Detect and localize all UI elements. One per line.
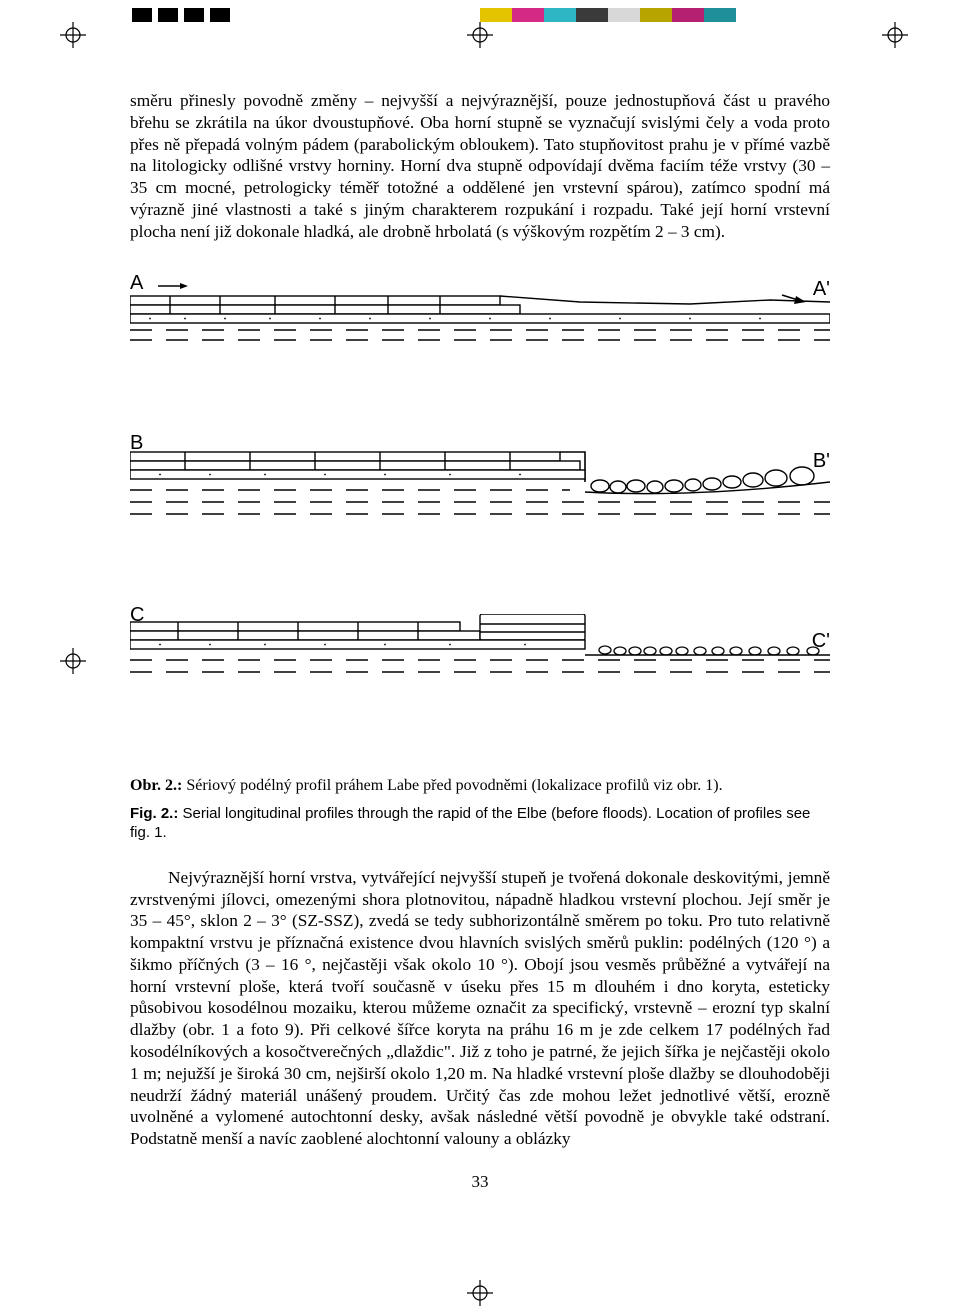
swatch [640, 8, 672, 22]
body-paragraph-2: Nejvýraznější horní vrstva, vytvářející … [130, 867, 830, 1150]
profile-c: C C' [130, 614, 830, 691]
swatch [576, 8, 608, 22]
profile-label-a: A [130, 272, 143, 295]
color-control-bar [480, 8, 736, 22]
profile-label-c: C [130, 604, 144, 627]
profile-label-b: B [130, 432, 143, 455]
registration-mark-icon [467, 22, 493, 48]
profile-label-c-prime: C' [812, 630, 830, 653]
figure-caption-cs-text: Sériový podélný profil práhem Labe před … [182, 777, 722, 794]
page-number: 33 [130, 1172, 830, 1192]
swatch [544, 8, 576, 22]
profile-c-svg [130, 614, 830, 686]
swatch [512, 8, 544, 22]
registration-mark-icon [60, 22, 86, 48]
registration-mark-icon [882, 22, 908, 48]
figure-caption-en: Fig. 2.: Serial longitudinal profiles th… [130, 805, 830, 843]
black-step-wedge [132, 8, 236, 22]
body-paragraph-1: směru přinesly povodně změny – nejvyšší … [130, 90, 830, 242]
profile-a: A A' [130, 282, 830, 357]
figure-caption-en-bold: Fig. 2.: [130, 805, 178, 822]
page-content: směru přinesly povodně změny – nejvyšší … [130, 90, 830, 1192]
top-registration-bar [0, 0, 960, 60]
registration-mark-icon [467, 1280, 493, 1306]
figure-caption-en-text: Serial longitudinal profiles through the… [130, 805, 810, 841]
swatch [704, 8, 736, 22]
profile-label-a-prime: A' [813, 278, 830, 301]
swatch [608, 8, 640, 22]
figure-caption-cs: Obr. 2.: Sériový podélný profil práhem L… [130, 776, 830, 797]
profile-label-b-prime: B' [813, 450, 830, 473]
registration-mark-icon [60, 648, 86, 674]
profile-b: B B' [130, 442, 830, 529]
profile-b-svg [130, 442, 830, 524]
profile-a-svg [130, 282, 830, 352]
swatch [672, 8, 704, 22]
figure-caption-cs-bold: Obr. 2.: [130, 777, 182, 794]
swatch [480, 8, 512, 22]
figure-2: A A' [130, 282, 830, 842]
